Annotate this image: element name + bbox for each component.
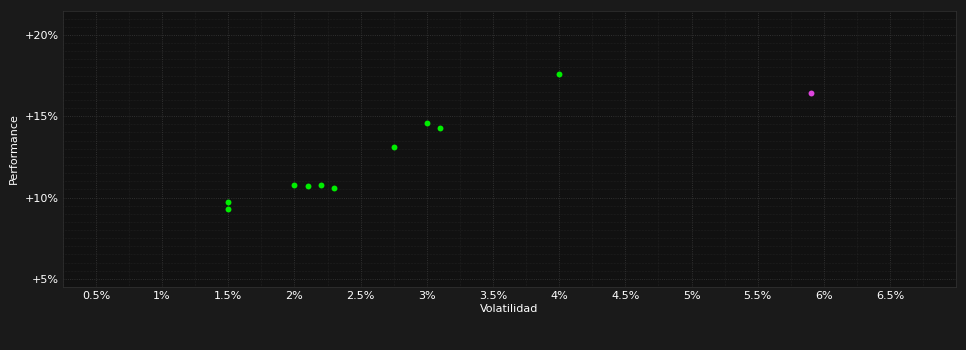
Point — [803, 91, 818, 96]
Point — [220, 199, 236, 205]
Point — [287, 182, 302, 187]
Point — [313, 182, 328, 187]
Point — [300, 183, 316, 189]
Point — [433, 125, 448, 131]
Point — [419, 120, 435, 126]
Point — [327, 185, 342, 191]
Point — [386, 144, 402, 150]
Y-axis label: Performance: Performance — [9, 113, 19, 184]
Point — [220, 206, 236, 212]
Point — [552, 71, 567, 77]
X-axis label: Volatilidad: Volatilidad — [480, 304, 539, 314]
